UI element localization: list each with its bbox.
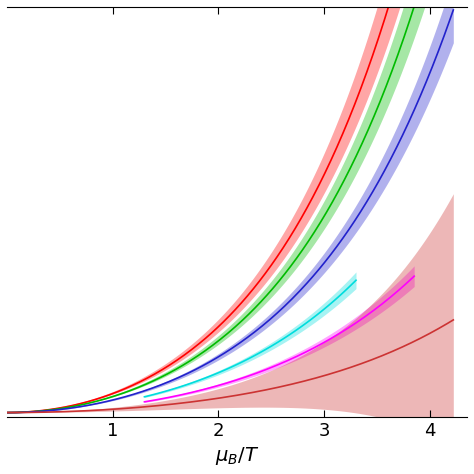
Legend:  <box>14 14 21 21</box>
X-axis label: $\mu_B/T$: $\mu_B/T$ <box>215 445 259 467</box>
